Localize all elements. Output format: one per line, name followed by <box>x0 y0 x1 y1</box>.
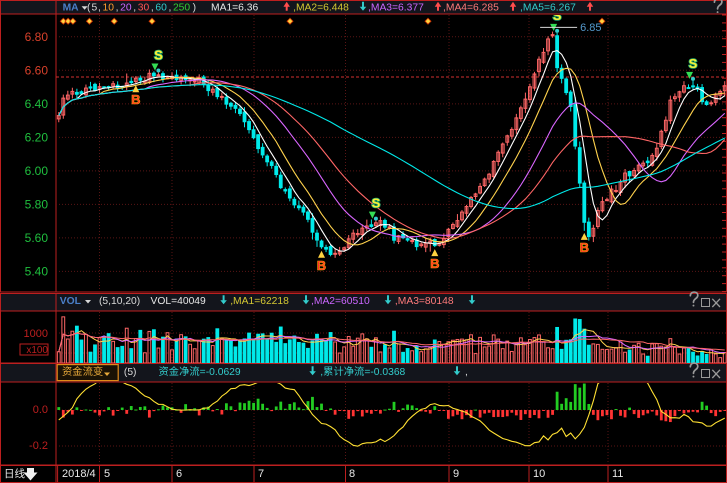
svg-text:VOL=40049: VOL=40049 <box>151 296 207 307</box>
svg-text:资金净流=-0.0629: 资金净流=-0.0629 <box>159 365 241 378</box>
svg-text:6.20: 6.20 <box>25 130 49 144</box>
svg-text:B: B <box>317 258 326 273</box>
svg-text:资金流变: 资金流变 <box>62 365 103 378</box>
svg-text:6.80: 6.80 <box>25 30 49 44</box>
svg-text:S: S <box>689 56 698 71</box>
svg-text:11: 11 <box>612 468 623 480</box>
svg-text:(5): (5) <box>124 367 137 378</box>
svg-text:10: 10 <box>533 468 545 480</box>
svg-text:8: 8 <box>349 468 355 480</box>
svg-text:B: B <box>131 92 140 107</box>
svg-text:9: 9 <box>453 468 459 480</box>
svg-text:6.85: 6.85 <box>580 22 601 34</box>
svg-text:5.80: 5.80 <box>25 197 49 211</box>
svg-text:,: , <box>168 2 171 13</box>
svg-text:MA: MA <box>63 2 80 13</box>
svg-text:250: 250 <box>173 2 190 13</box>
svg-text:B: B <box>580 240 589 255</box>
svg-text:,累计净流=-0.0368: ,累计净流=-0.0368 <box>320 365 405 378</box>
svg-text:MA1=6.36: MA1=6.36 <box>211 2 258 13</box>
svg-text:,: , <box>98 2 101 13</box>
svg-text:S: S <box>372 196 381 211</box>
svg-text:7: 7 <box>258 468 264 480</box>
svg-text:,MA3=6.377: ,MA3=6.377 <box>368 2 424 13</box>
svg-text:60: 60 <box>155 2 167 13</box>
svg-text:,: , <box>465 367 468 378</box>
svg-text:,: , <box>116 2 119 13</box>
svg-text:0.0: 0.0 <box>33 404 48 416</box>
svg-text:5.40: 5.40 <box>25 264 49 278</box>
svg-text:(5,10,20): (5,10,20) <box>99 296 140 307</box>
svg-text:,MA4=6.285: ,MA4=6.285 <box>443 2 499 13</box>
svg-text:VOL: VOL <box>60 296 81 307</box>
svg-text:5: 5 <box>104 468 110 480</box>
svg-text:日线: 日线 <box>4 467 25 480</box>
svg-text:6.00: 6.00 <box>25 164 49 178</box>
svg-text:,MA3=80148: ,MA3=80148 <box>395 296 454 307</box>
svg-text:,: , <box>151 2 154 13</box>
svg-text:2018/4: 2018/4 <box>62 468 96 480</box>
svg-text:x100: x100 <box>26 345 48 356</box>
svg-text:S: S <box>154 48 163 63</box>
svg-text:,MA2=60510: ,MA2=60510 <box>311 296 370 307</box>
svg-text:5: 5 <box>92 2 98 13</box>
svg-text:1000: 1000 <box>24 328 48 340</box>
svg-text:-0.2: -0.2 <box>29 440 48 452</box>
svg-text:,: , <box>133 2 136 13</box>
svg-text:,MA5=6.267: ,MA5=6.267 <box>520 2 576 13</box>
svg-text:6.40: 6.40 <box>25 97 49 111</box>
svg-text:30: 30 <box>138 2 150 13</box>
svg-text:10: 10 <box>103 2 115 13</box>
svg-text:(: ( <box>87 2 91 13</box>
svg-text:6: 6 <box>176 468 182 480</box>
svg-text:,MA2=6.448: ,MA2=6.448 <box>293 2 349 13</box>
svg-text:6.60: 6.60 <box>25 63 49 77</box>
svg-text:,MA1=62218: ,MA1=62218 <box>230 296 289 307</box>
svg-text:20: 20 <box>120 2 132 13</box>
svg-text:): ) <box>193 2 196 13</box>
svg-text:5.60: 5.60 <box>25 231 49 245</box>
svg-text:B: B <box>430 256 439 271</box>
